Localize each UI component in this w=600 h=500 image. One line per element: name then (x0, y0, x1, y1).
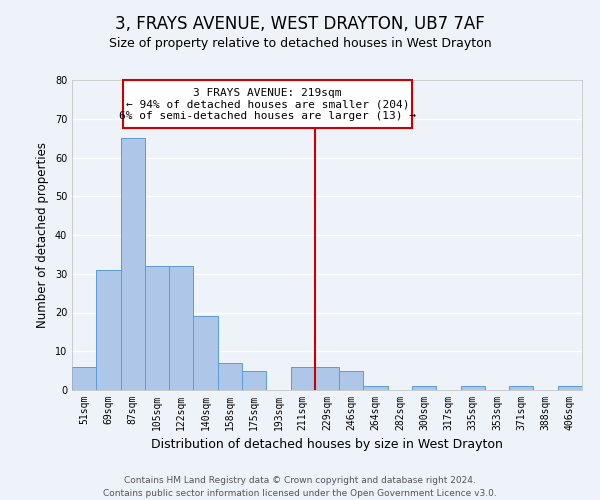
Y-axis label: Number of detached properties: Number of detached properties (36, 142, 49, 328)
Bar (145, 266, 169, 390)
Bar (242, 370, 266, 390)
Bar (169, 266, 193, 390)
Text: ← 94% of detached houses are smaller (204): ← 94% of detached houses are smaller (20… (126, 100, 409, 110)
Text: 6% of semi-detached houses are larger (13) →: 6% of semi-detached houses are larger (1… (119, 111, 416, 121)
Bar (315, 367, 339, 390)
Text: 3 FRAYS AVENUE: 219sqm: 3 FRAYS AVENUE: 219sqm (193, 88, 342, 98)
X-axis label: Distribution of detached houses by size in West Drayton: Distribution of detached houses by size … (151, 438, 503, 452)
Bar (96, 270, 121, 390)
Bar (121, 138, 145, 390)
Bar (412, 386, 436, 390)
Bar (339, 370, 364, 390)
Bar (364, 386, 388, 390)
FancyBboxPatch shape (123, 80, 412, 128)
Bar (72, 367, 96, 390)
Bar (461, 386, 485, 390)
Text: Size of property relative to detached houses in West Drayton: Size of property relative to detached ho… (109, 38, 491, 51)
Bar (193, 316, 218, 390)
Bar (509, 386, 533, 390)
Bar (290, 367, 315, 390)
Bar (218, 363, 242, 390)
Bar (558, 386, 582, 390)
Text: 3, FRAYS AVENUE, WEST DRAYTON, UB7 7AF: 3, FRAYS AVENUE, WEST DRAYTON, UB7 7AF (115, 15, 485, 33)
Text: Contains HM Land Registry data © Crown copyright and database right 2024.
Contai: Contains HM Land Registry data © Crown c… (103, 476, 497, 498)
